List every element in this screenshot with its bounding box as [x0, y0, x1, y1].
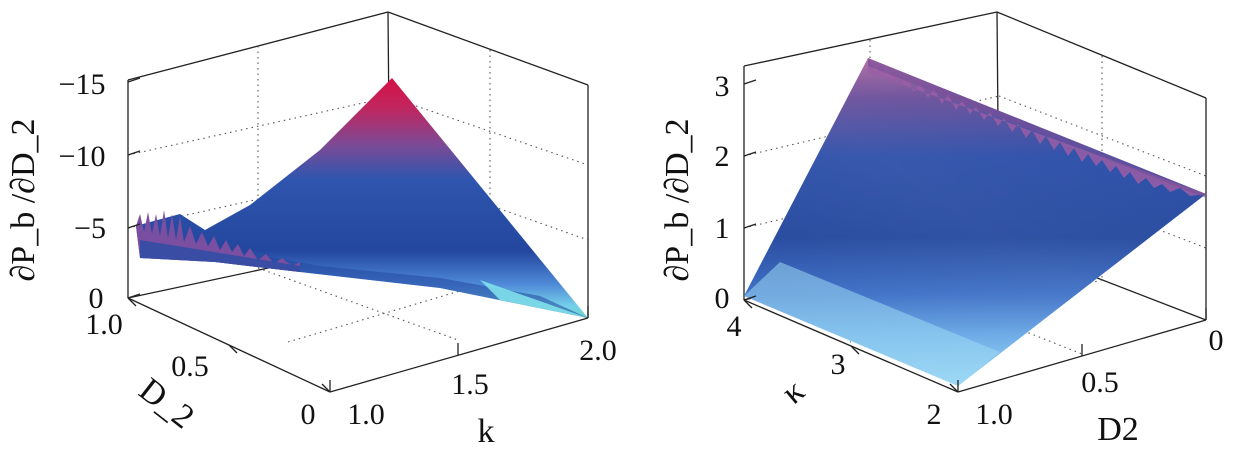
right-ztick-3: 3	[715, 70, 730, 103]
left-ytick-1: 0.5	[171, 350, 209, 383]
right-xlabel: κ	[775, 372, 812, 411]
left-surface	[136, 78, 588, 318]
left-ztick-3: −15	[59, 68, 106, 101]
left-xtick-2: 2.0	[579, 334, 617, 367]
left-ytick-2: 1.0	[85, 308, 123, 341]
left-xlabel: k	[478, 413, 495, 450]
right-ylabel: D2	[1097, 411, 1139, 448]
left-panel: 0 −5 −10 −15 1.0 0.5 0 1.0 1.5 2.0 ∂P_b …	[5, 11, 617, 450]
right-panel: 0 1 2 3 4 3 2 1.0 0.5 0 ∂P_b /∂D_2 κ D2	[659, 11, 1224, 448]
right-surface	[744, 58, 1206, 386]
right-ztick-1: 1	[715, 212, 730, 245]
left-xtick-1: 1.5	[451, 368, 489, 401]
right-xtick-1: 3	[831, 348, 846, 381]
left-front-frame	[127, 77, 589, 393]
right-ytick-2: 0	[1209, 324, 1224, 357]
right-ztick-2: 2	[715, 140, 730, 173]
left-ztick-1: −5	[74, 212, 106, 245]
right-front-frame	[743, 79, 1207, 393]
right-ytick-0: 1.0	[975, 398, 1013, 431]
right-xtick-2: 4	[727, 310, 742, 343]
right-xtick-0: 2	[927, 398, 942, 431]
left-zlabel: ∂P_b /∂D_2	[5, 118, 42, 281]
left-ztick-0: 0	[89, 282, 104, 315]
right-zlabel: ∂P_b /∂D_2	[659, 118, 696, 281]
right-ztick-0: 0	[715, 282, 730, 315]
left-xtick-0: 1.0	[347, 398, 385, 431]
right-ytick-1: 0.5	[1081, 366, 1119, 399]
left-ytick-0: 0	[301, 398, 316, 431]
left-ztick-2: −10	[59, 140, 106, 173]
